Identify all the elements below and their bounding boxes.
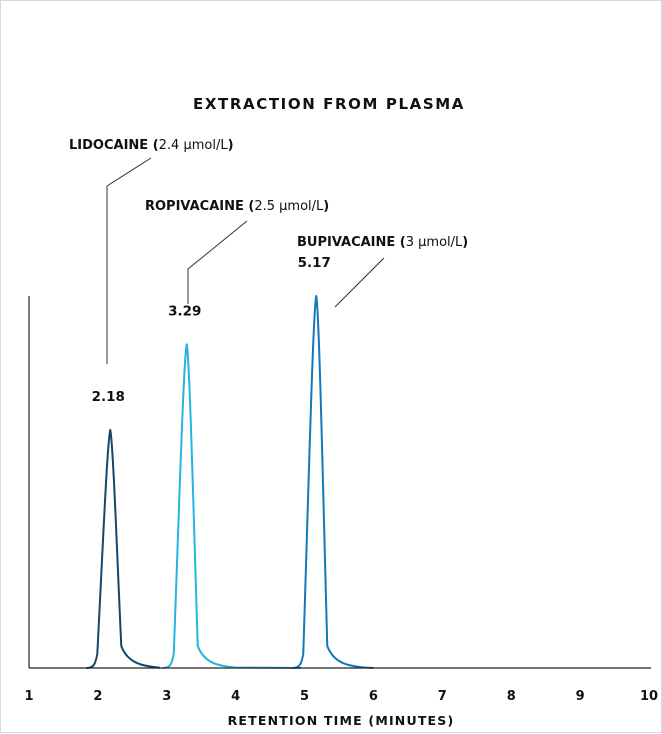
x-tick-label: 2: [93, 689, 102, 704]
peak-lidocaine: [86, 428, 161, 669]
peak-labels: 2.18 3.29 5.17: [92, 255, 331, 405]
leader-line-lidocaine: [106, 157, 152, 364]
x-tick-label: 7: [438, 689, 447, 704]
peak-label-ropivacaine: 3.29: [168, 303, 201, 319]
leader-line-ropivacaine: [187, 220, 248, 304]
x-tick-label: 3: [162, 689, 171, 704]
chart-title: EXTRACTION FROM PLASMA: [193, 95, 465, 113]
leader-line-bupivacaine: [334, 257, 385, 308]
annotation-ropivacaine: ROPIVACAINE (2.5 µmol/L): [145, 199, 329, 214]
peak-ropivacaine: [162, 343, 302, 669]
x-tick-label: 4: [231, 689, 240, 704]
peak-traces: [86, 295, 374, 669]
peak-bupivacaine: [292, 295, 374, 669]
annotation-bupivacaine: BUPIVACAINE (3 µmol/L): [297, 235, 468, 250]
x-tick-label: 5: [300, 689, 309, 704]
x-axis-ticks: 1 2 3 4 5 6 7 8 9 10: [24, 689, 658, 704]
compound-annotations: LIDOCAINE (2.4 µmol/L) ROPIVACAINE (2.5 µ…: [69, 138, 468, 250]
x-tick-label: 1: [24, 689, 33, 704]
x-tick-label: 10: [640, 689, 658, 704]
peak-label-bupivacaine: 5.17: [298, 255, 331, 271]
peak-label-lidocaine: 2.18: [92, 389, 125, 405]
x-tick-label: 9: [576, 689, 585, 704]
x-tick-label: 6: [369, 689, 378, 704]
annotation-lidocaine: LIDOCAINE (2.4 µmol/L): [69, 138, 234, 153]
leader-lines: [106, 157, 385, 364]
x-axis-label: RETENTION TIME (MINUTES): [228, 713, 455, 728]
x-tick-label: 8: [507, 689, 516, 704]
